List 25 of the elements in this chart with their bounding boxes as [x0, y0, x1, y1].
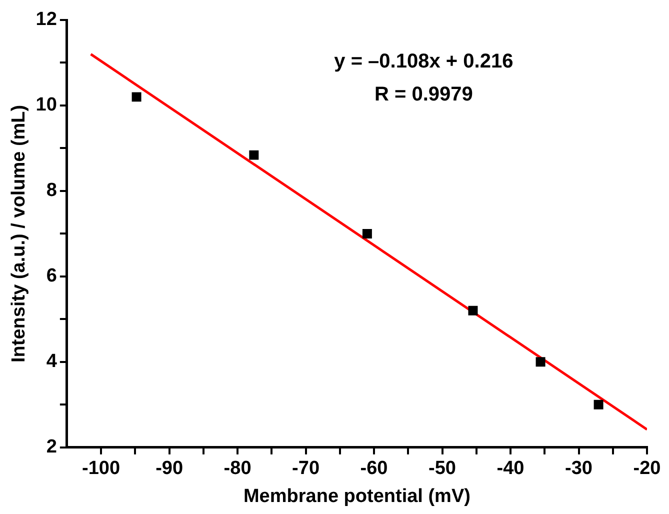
point — [132, 92, 142, 102]
x-tick-label: -40 — [496, 458, 524, 480]
x-tick-label: -90 — [156, 458, 184, 480]
y-tick-label: 6 — [46, 266, 57, 287]
point — [594, 400, 604, 410]
y-tick-label: 8 — [46, 180, 57, 202]
y-axis-title: Intensity (a.u.) / volume (mL) — [8, 104, 30, 362]
x-tick-label: -60 — [360, 458, 388, 480]
point — [536, 357, 546, 367]
x-axis-title: Membrane potential (mV) — [243, 486, 470, 507]
point — [362, 228, 372, 238]
x-tick-label: -80 — [224, 458, 252, 480]
x-tick-label: -50 — [428, 458, 456, 480]
x-tick-label: -70 — [292, 458, 320, 480]
y-tick-label: 10 — [36, 94, 57, 116]
y-tick-label: 2 — [46, 436, 57, 458]
y-tick-label: 12 — [36, 9, 57, 30]
point — [249, 150, 259, 160]
x-tick-label: -30 — [565, 458, 592, 480]
x-tick-label: -20 — [633, 458, 661, 480]
point — [468, 306, 478, 316]
annotation: R = 0.9979 — [374, 84, 473, 106]
annotation: y = –0.108x + 0.216 — [334, 50, 514, 73]
x-tick-label: -100 — [82, 458, 120, 480]
y-tick-label: 4 — [46, 351, 58, 372]
